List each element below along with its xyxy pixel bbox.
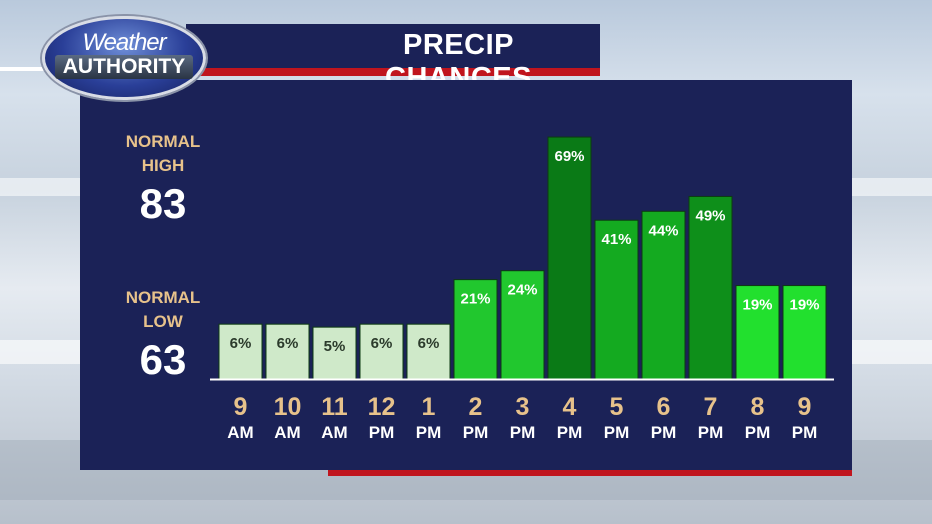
bar — [547, 136, 592, 380]
bar — [218, 323, 263, 380]
x-tick-hour: 4 — [563, 393, 577, 421]
bar-value-label: 19% — [742, 297, 772, 314]
x-tick-ampm: PM — [792, 423, 818, 442]
bar-value-label: 24% — [507, 282, 537, 299]
x-tick-ampm: PM — [604, 423, 630, 442]
bar — [406, 323, 451, 380]
x-tick-hour: 2 — [469, 393, 483, 421]
x-tick-hour: 9 — [234, 393, 248, 421]
normal-high-label-line2: HIGH — [141, 156, 185, 175]
x-tick-hour: 11 — [321, 393, 348, 421]
x-tick-hour: 6 — [657, 393, 671, 421]
weather-authority-logo: Weather AUTHORITY — [42, 16, 206, 100]
x-tick-hour: 8 — [751, 393, 765, 421]
bar-value-label: 69% — [554, 148, 584, 165]
bar-value-label: 6% — [230, 335, 252, 352]
bar — [453, 279, 498, 380]
bar-value-label: 21% — [460, 291, 490, 308]
x-tick-ampm: AM — [274, 423, 300, 442]
x-tick-ampm: PM — [745, 423, 771, 442]
bar-value-label: 44% — [648, 222, 678, 239]
x-tick-ampm: PM — [651, 423, 677, 442]
bar-value-label: 6% — [277, 335, 299, 352]
x-tick-ampm: PM — [698, 423, 724, 442]
x-tick-ampm: PM — [369, 423, 395, 442]
x-tick-hour: 1 — [422, 393, 436, 421]
normal-low-value: 63 — [139, 336, 187, 383]
bar — [688, 195, 733, 380]
x-tick-ampm: AM — [321, 423, 347, 442]
normal-low-label-line1: NORMAL — [125, 288, 201, 307]
logo-text-weather: Weather — [82, 29, 166, 56]
header-accent-line — [0, 67, 80, 71]
bar-value-label: 41% — [601, 231, 631, 248]
bar — [735, 285, 780, 380]
bar-value-label: 49% — [695, 207, 725, 224]
bar-value-label: 19% — [789, 297, 819, 314]
bar-value-label: 6% — [371, 335, 393, 352]
logo-text-authority: AUTHORITY — [55, 55, 193, 79]
x-tick-ampm: PM — [416, 423, 442, 442]
x-tick-ampm: PM — [463, 423, 489, 442]
title-bar: PRECIP CHANCES — [186, 24, 600, 94]
bar — [594, 219, 639, 380]
bar-value-label: 6% — [418, 335, 440, 352]
x-tick-ampm: AM — [227, 423, 253, 442]
x-tick-hour: 9 — [798, 393, 812, 421]
panel-red-underline — [328, 470, 852, 476]
x-tick-ampm: PM — [557, 423, 583, 442]
normal-high-label-line1: NORMAL — [125, 132, 201, 151]
bar — [641, 210, 686, 380]
x-tick-hour: 3 — [516, 393, 530, 421]
normal-high-value: 83 — [139, 180, 187, 227]
x-tick-hour: 12 — [368, 393, 396, 421]
x-tick-hour: 7 — [704, 393, 718, 421]
x-tick-hour: 10 — [274, 393, 302, 421]
bar — [782, 285, 827, 380]
x-tick-ampm: PM — [510, 423, 536, 442]
normal-low-label-line2: LOW — [143, 312, 183, 331]
x-tick-hour: 5 — [610, 393, 624, 421]
bar — [500, 270, 545, 380]
bar-value-label: 5% — [324, 338, 346, 355]
